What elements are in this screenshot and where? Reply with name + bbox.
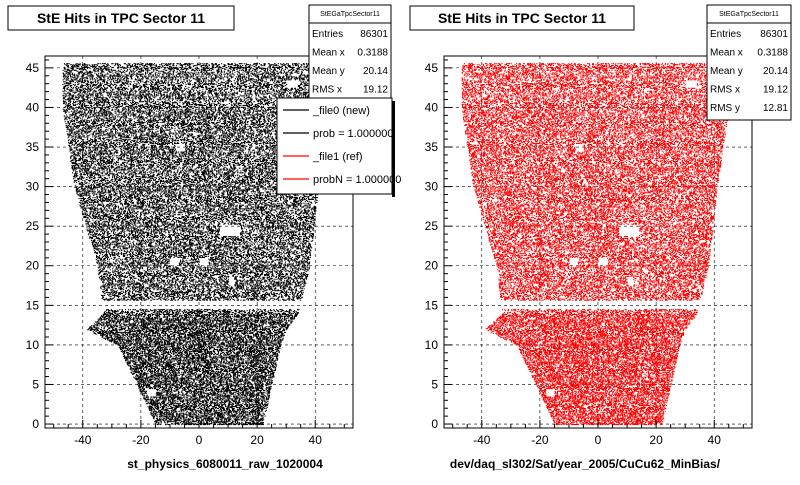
stats-label: Mean x [312,48,345,59]
y-tick-label: 20 [26,259,40,273]
chart-title: StE Hits in TPC Sector 11 [438,10,606,26]
y-tick-label: 5 [32,377,39,391]
stats-name: StEGaTpcSector11 [320,11,380,18]
y-tick-label: 35 [26,140,40,154]
y-axis: 0 5 10 15 20 25 30 35 40 45 [425,59,452,431]
stats-name: StEGaTpcSector11 [719,11,779,18]
x-tick-label: 40 [309,433,323,447]
x-tick-label: -40 [473,433,491,447]
y-tick-label: 30 [425,180,439,194]
stats-box: StEGaTpcSector11 Entries 86301 Mean x 0.3188… [706,4,792,121]
y-tick-label: 30 [26,180,40,194]
stats-label: Mean y [312,66,345,77]
x-axis: -40 -20 0 20 40 [53,420,345,447]
title-box [7,5,235,31]
stats-value: 20.14 [363,66,388,77]
stats-box: StEGaTpcSector11 Entries 86301 Mean x 0.3188… [308,4,392,109]
hit-points [461,63,739,426]
y-tick-label: 25 [425,219,439,233]
stats-value: 0.3188 [357,48,388,59]
legend: _file0 (new) prob = 1.000000 _file1 (ref) p… [276,97,401,197]
stats-label: Mean y [710,66,743,77]
x-tick-label: -40 [74,433,92,447]
x-tick-label: 40 [708,433,722,447]
stats-value: 19.12 [763,85,788,96]
stats-label: Entries [710,29,741,40]
stats-label: RMS x [312,85,342,96]
y-tick-label: 35 [425,140,439,154]
chart-caption: st_physics_6080011_raw_1020004 [127,457,323,471]
y-tick-label: 40 [425,100,439,114]
stats-value: 20.14 [763,66,788,77]
y-tick-label: 25 [26,219,40,233]
y-tick-label: 15 [26,298,40,312]
legend-entry: probN = 1.000000 [313,174,401,186]
y-tick-label: 40 [26,100,40,114]
y-tick-label: 10 [425,338,439,352]
stats-value: 0.3188 [757,48,788,59]
stats-value: 12.81 [763,103,788,114]
chart-panel-2: -40 -20 0 20 40 0 5 10 15 20 25 30 35 40 45 StE Hits in… [409,4,792,471]
x-tick-label: 20 [649,433,663,447]
y-tick-label: 20 [425,259,439,273]
legend-entry: prob = 1.000000 [313,128,393,140]
x-tick-label: 0 [595,433,602,447]
title-box [409,5,635,31]
chart-panel-1: -40 -20 0 20 40 0 5 10 15 20 25 30 35 40 45 StE Hits in… [7,4,401,471]
x-tick-label: -20 [132,433,150,447]
stats-value: 86301 [360,29,388,40]
x-tick-label: 20 [250,433,264,447]
legend-entry: _file0 (new) [312,105,370,117]
y-tick-label: 45 [26,61,40,75]
y-tick-label: 0 [32,417,39,431]
y-tick-label: 0 [431,417,438,431]
stats-label: Mean x [710,48,743,59]
y-tick-label: 5 [431,377,438,391]
x-axis: -40 -20 0 20 40 [452,420,744,447]
stats-label: RMS x [710,85,740,96]
y-tick-label: 45 [425,61,439,75]
stats-value: 86301 [760,29,788,40]
chart-title: StE Hits in TPC Sector 11 [37,10,205,26]
x-tick-label: 0 [196,433,203,447]
legend-entry: _file1 (ref) [312,151,363,163]
stats-value: 19.12 [363,85,388,96]
x-tick-label: -20 [531,433,549,447]
stats-label: RMS y [710,103,740,114]
y-tick-label: 10 [26,338,40,352]
hit-points [62,63,339,426]
y-axis: 0 5 10 15 20 25 30 35 40 45 [26,59,53,431]
y-tick-label: 15 [425,298,439,312]
chart-caption: dev/daq_sl302/Sat/year_2005/CuCu62_MinBi… [450,457,721,471]
stats-label: Entries [312,29,343,40]
